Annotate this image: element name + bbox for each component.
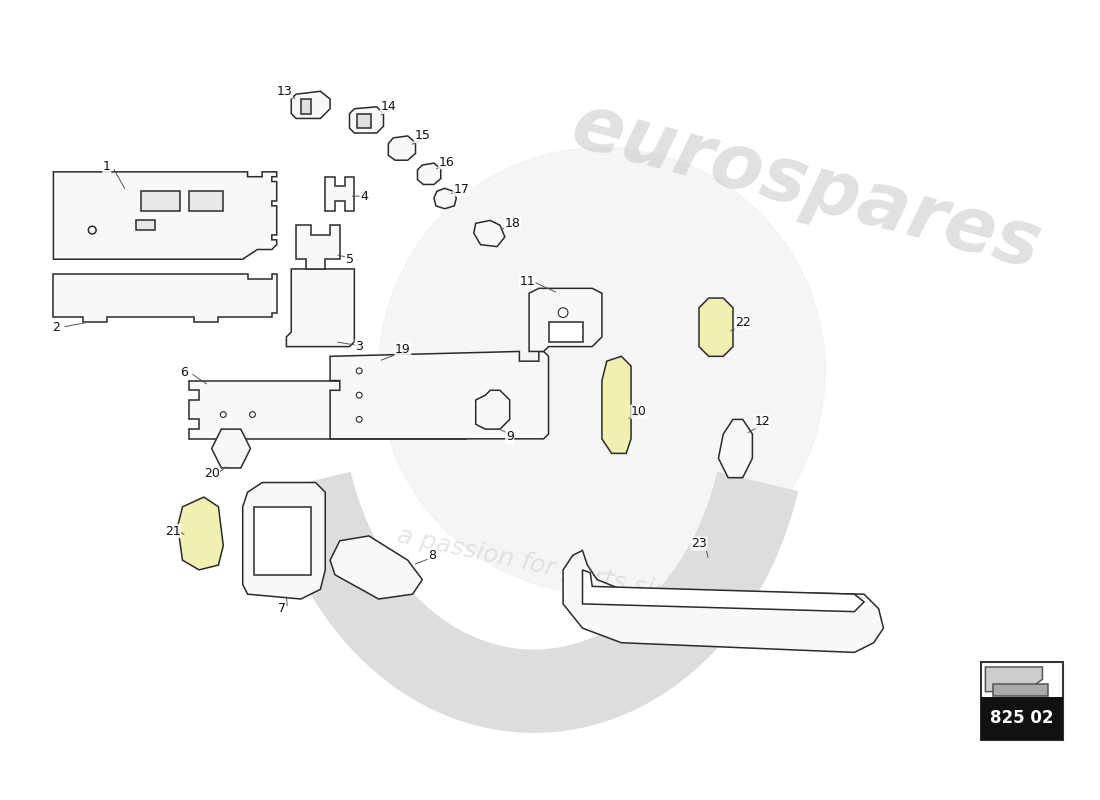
Polygon shape bbox=[563, 550, 883, 653]
Polygon shape bbox=[254, 506, 310, 574]
Text: 3: 3 bbox=[355, 340, 363, 353]
Text: 13: 13 bbox=[276, 85, 293, 98]
Polygon shape bbox=[301, 99, 310, 114]
Text: a passion for parts since 1985: a passion for parts since 1985 bbox=[395, 524, 770, 626]
Polygon shape bbox=[993, 684, 1048, 696]
Text: 21: 21 bbox=[165, 525, 180, 538]
Circle shape bbox=[356, 392, 362, 398]
Polygon shape bbox=[986, 667, 1043, 692]
Polygon shape bbox=[350, 107, 384, 133]
Text: 17: 17 bbox=[453, 183, 469, 196]
Polygon shape bbox=[718, 419, 752, 478]
Text: 7: 7 bbox=[277, 602, 286, 615]
Polygon shape bbox=[292, 91, 330, 118]
Polygon shape bbox=[358, 114, 371, 128]
Polygon shape bbox=[330, 351, 549, 439]
Bar bbox=[980, 697, 1063, 740]
Polygon shape bbox=[136, 220, 155, 230]
Circle shape bbox=[356, 368, 362, 374]
Text: 5: 5 bbox=[345, 253, 353, 266]
Bar bbox=[980, 662, 1063, 740]
Text: 18: 18 bbox=[505, 217, 520, 230]
Polygon shape bbox=[54, 172, 277, 259]
Polygon shape bbox=[388, 136, 416, 160]
Polygon shape bbox=[296, 226, 340, 269]
Polygon shape bbox=[474, 220, 505, 246]
Text: 19: 19 bbox=[395, 343, 410, 356]
Text: 6: 6 bbox=[180, 366, 188, 379]
Polygon shape bbox=[602, 356, 631, 454]
Text: 4: 4 bbox=[360, 190, 368, 202]
Text: 22: 22 bbox=[735, 316, 750, 329]
Polygon shape bbox=[529, 288, 602, 351]
Text: 14: 14 bbox=[381, 100, 396, 114]
Polygon shape bbox=[211, 429, 251, 468]
Circle shape bbox=[356, 417, 362, 422]
Text: 825 02: 825 02 bbox=[990, 709, 1054, 727]
Polygon shape bbox=[583, 570, 864, 612]
Text: 8: 8 bbox=[428, 549, 436, 562]
Polygon shape bbox=[189, 381, 475, 439]
Polygon shape bbox=[475, 390, 509, 429]
Polygon shape bbox=[286, 269, 354, 346]
Polygon shape bbox=[54, 274, 277, 322]
Circle shape bbox=[250, 412, 255, 418]
Polygon shape bbox=[189, 191, 223, 210]
Polygon shape bbox=[141, 191, 179, 210]
Circle shape bbox=[558, 308, 568, 318]
Text: 23: 23 bbox=[691, 537, 707, 550]
Polygon shape bbox=[326, 177, 354, 210]
Text: eurospares: eurospares bbox=[563, 88, 1048, 285]
Polygon shape bbox=[434, 188, 456, 209]
Text: 20: 20 bbox=[204, 467, 220, 480]
Text: 11: 11 bbox=[519, 275, 535, 288]
Text: 15: 15 bbox=[415, 130, 430, 142]
Circle shape bbox=[88, 226, 96, 234]
Text: 2: 2 bbox=[53, 321, 60, 334]
Polygon shape bbox=[330, 536, 422, 599]
Text: 10: 10 bbox=[631, 405, 647, 418]
Text: 1: 1 bbox=[103, 161, 111, 174]
Circle shape bbox=[220, 412, 227, 418]
Polygon shape bbox=[418, 163, 441, 185]
Polygon shape bbox=[549, 322, 583, 342]
Text: 16: 16 bbox=[439, 156, 454, 169]
Text: 12: 12 bbox=[755, 415, 770, 428]
Polygon shape bbox=[178, 497, 223, 570]
Text: 9: 9 bbox=[506, 430, 514, 443]
Circle shape bbox=[378, 147, 825, 594]
Polygon shape bbox=[698, 298, 733, 356]
Polygon shape bbox=[243, 482, 326, 599]
